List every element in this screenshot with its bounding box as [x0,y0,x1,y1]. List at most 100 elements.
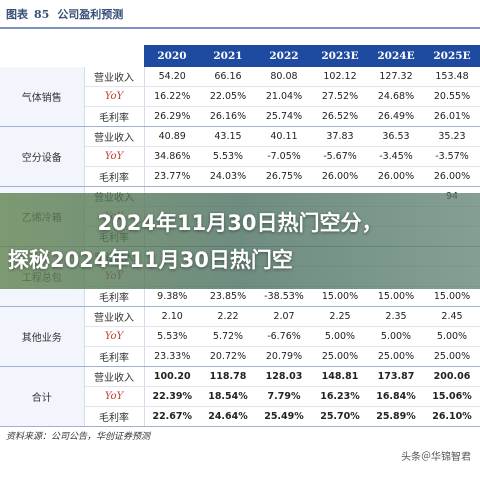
value-cell: 15.00% [368,286,424,307]
value-cell: -3.45% [368,146,424,167]
overlay-title-line-1: 2024年11月30日热门空分， [97,211,383,235]
value-cell: 22.39% [144,386,200,407]
segment-name: 空分设备 [0,126,85,187]
value-cell: 24.64% [200,406,256,427]
caption-label: 图表 [6,8,28,21]
value-cell: 7.79% [256,386,312,407]
table-header-row: 2020 2021 2022 2023E 2024E 2025E [0,45,480,67]
value-cell: 40.89 [144,126,200,147]
value-cell: 25.00% [312,346,368,367]
value-cell: 43.15 [200,126,256,147]
value-cell: 25.49% [256,406,312,427]
table-row: YoY 5.53% 5.72% -6.76% 5.00% 5.00% 5.00% [0,326,480,347]
value-cell: 36.53 [368,126,424,147]
value-cell: 26.49% [368,106,424,127]
metric-label: 营业收入 [84,67,145,87]
metric-label: YoY [84,326,145,347]
value-cell: 5.53% [144,326,200,347]
metric-label: 毛利率 [84,106,145,127]
value-cell: 2.22 [200,306,256,327]
header-year: 2023E [312,45,368,67]
caption-title: 公司盈利预测 [57,8,124,21]
value-cell: 2.07 [256,306,312,327]
header-year: 2022 [256,45,312,67]
value-cell: 16.84% [368,386,424,407]
value-cell: 34.86% [144,146,200,167]
table-row: 毛利率 26.29% 26.16% 25.74% 26.52% 26.49% 26.01% [0,106,480,127]
value-cell: 15.00% [424,286,480,307]
value-cell: 5.72% [200,326,256,347]
metric-label: YoY [84,386,145,407]
value-cell: 15.06% [424,386,480,407]
value-cell: 25.00% [424,346,480,367]
value-cell: 127.32 [368,67,424,87]
value-cell: -5.67% [312,146,368,167]
header-blank [84,45,144,67]
caption-number: 85 [34,8,50,21]
value-cell: 24.03% [200,166,256,187]
value-cell: 21.04% [256,86,312,107]
value-cell: 5.00% [424,326,480,347]
segment-name: 气体销售 [0,67,85,127]
value-cell: 25.70% [312,406,368,427]
value-cell: 128.03 [256,366,312,387]
table-row: 毛利率 23.33% 20.72% 20.79% 25.00% 25.00% 25.00% [0,346,480,367]
metric-label: 营业收入 [84,366,145,387]
segment-name: 其他业务 [0,306,85,367]
value-cell: 23.85% [200,286,256,307]
value-cell: 25.00% [368,346,424,367]
header-year: 2020 [144,45,200,67]
metric-label: 营业收入 [84,306,145,327]
value-cell: 16.23% [312,386,368,407]
value-cell: 5.53% [200,146,256,167]
value-cell: 22.05% [200,86,256,107]
metric-label: 毛利率 [84,346,145,367]
value-cell: 26.00% [312,166,368,187]
value-cell: 200.06 [424,366,480,387]
value-cell: 26.16% [200,106,256,127]
value-cell: 26.00% [424,166,480,187]
value-cell: 25.74% [256,106,312,127]
value-cell: 25.89% [368,406,424,427]
table-row: 空分设备 营业收入 40.89 43.15 40.11 37.83 36.53 35.23 [0,126,480,187]
value-cell: 54.20 [144,67,200,87]
value-cell: 5.00% [368,326,424,347]
table-row: YoY 34.86% 5.53% -7.05% -5.67% -3.45% -3.57% [0,146,480,167]
value-cell: 26.00% [368,166,424,187]
value-cell: 80.08 [256,67,312,87]
table-row: 毛利率 23.77% 24.03% 26.75% 26.00% 26.00% 26.00% [0,166,480,187]
value-cell: -38.53% [256,286,312,307]
caption-divider [0,27,480,29]
value-cell: 2.45 [424,306,480,327]
metric-label: 毛利率 [84,166,145,187]
header-year: 2025E [424,45,480,67]
value-cell: -3.57% [424,146,480,167]
watermark: 头条＠华锦智君 [398,447,474,464]
value-cell: 5.00% [312,326,368,347]
value-cell: 35.23 [424,126,480,147]
metric-label: YoY [84,86,145,107]
value-cell: 26.75% [256,166,312,187]
figure-caption: 图表 85 公司盈利预测 [6,4,123,26]
value-cell: 26.52% [312,106,368,127]
value-cell: 27.52% [312,86,368,107]
value-cell: 2.10 [144,306,200,327]
value-cell: 118.78 [200,366,256,387]
metric-label: YoY [84,146,145,167]
header-year: 2024E [368,45,424,67]
value-cell: 22.67% [144,406,200,427]
value-cell: 23.33% [144,346,200,367]
table-row: 其他业务 营业收入 2.10 2.22 2.07 2.25 2.35 2.45 [0,306,480,367]
value-cell: 26.01% [424,106,480,127]
value-cell: 16.22% [144,86,200,107]
table-row: 毛利率 22.67% 24.64% 25.49% 25.70% 25.89% 26.10% [0,406,480,427]
table-row: 合计 营业收入 100.20 118.78 128.03 148.81 173.87 200.… [0,366,480,427]
value-cell: 148.81 [312,366,368,387]
value-cell: 26.29% [144,106,200,127]
value-cell: 173.87 [368,366,424,387]
value-cell: 153.48 [424,67,480,87]
value-cell: -6.76% [256,326,312,347]
table-row: 毛利率 9.38% 23.85% -38.53% 15.00% 15.00% 15.00% [0,286,480,307]
value-cell: 20.79% [256,346,312,367]
overlay-title-line-2: 探秘2024年11月30日热门空 [8,248,293,272]
